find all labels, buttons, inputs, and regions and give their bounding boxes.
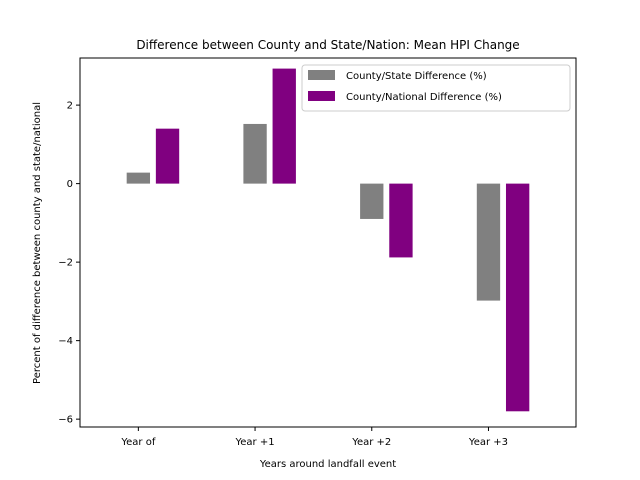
plot-frame (79, 57, 577, 428)
legend: County/State Difference (%) County/Nation… (301, 64, 571, 112)
legend-label: County/National Difference (%) (346, 92, 502, 103)
legend-swatch (308, 91, 335, 101)
bar-series1-year-1 (243, 123, 267, 184)
axes-group: −6 −4 −2 0 2 Year of Year +1 Year +2 Year +3 (58, 57, 577, 448)
bar-series1-year-3 (476, 183, 501, 301)
legend-swatch (308, 70, 335, 80)
bars-group (126, 68, 530, 412)
y-axis-title: Percent of difference between county and… (32, 102, 43, 384)
y-tick-label: −2 (58, 258, 73, 269)
x-tick-label: Year +3 (468, 437, 508, 448)
bar-series2-year-of (155, 128, 180, 184)
y-tick-label: −6 (58, 415, 73, 426)
x-tick-label: Year +1 (235, 437, 275, 448)
x-tick-label: Year of (120, 437, 155, 448)
bar-series2-year-1 (272, 68, 296, 184)
legend-label: County/State Difference (%) (346, 71, 487, 82)
x-tick-label: Year +2 (351, 437, 391, 448)
bar-series2-year-3 (505, 183, 530, 412)
y-tick-label: 2 (67, 101, 73, 112)
bar-series2-year-2 (389, 183, 413, 258)
y-tick-label: 0 (67, 179, 73, 190)
legend-box (301, 64, 571, 112)
x-axis-title: Years around landfall event (259, 459, 396, 470)
bar-series1-year-of (126, 172, 151, 184)
y-tick-label: −4 (58, 336, 73, 347)
bar-series1-year-2 (360, 183, 384, 219)
chart-title: Difference between County and State/Nati… (136, 38, 519, 52)
